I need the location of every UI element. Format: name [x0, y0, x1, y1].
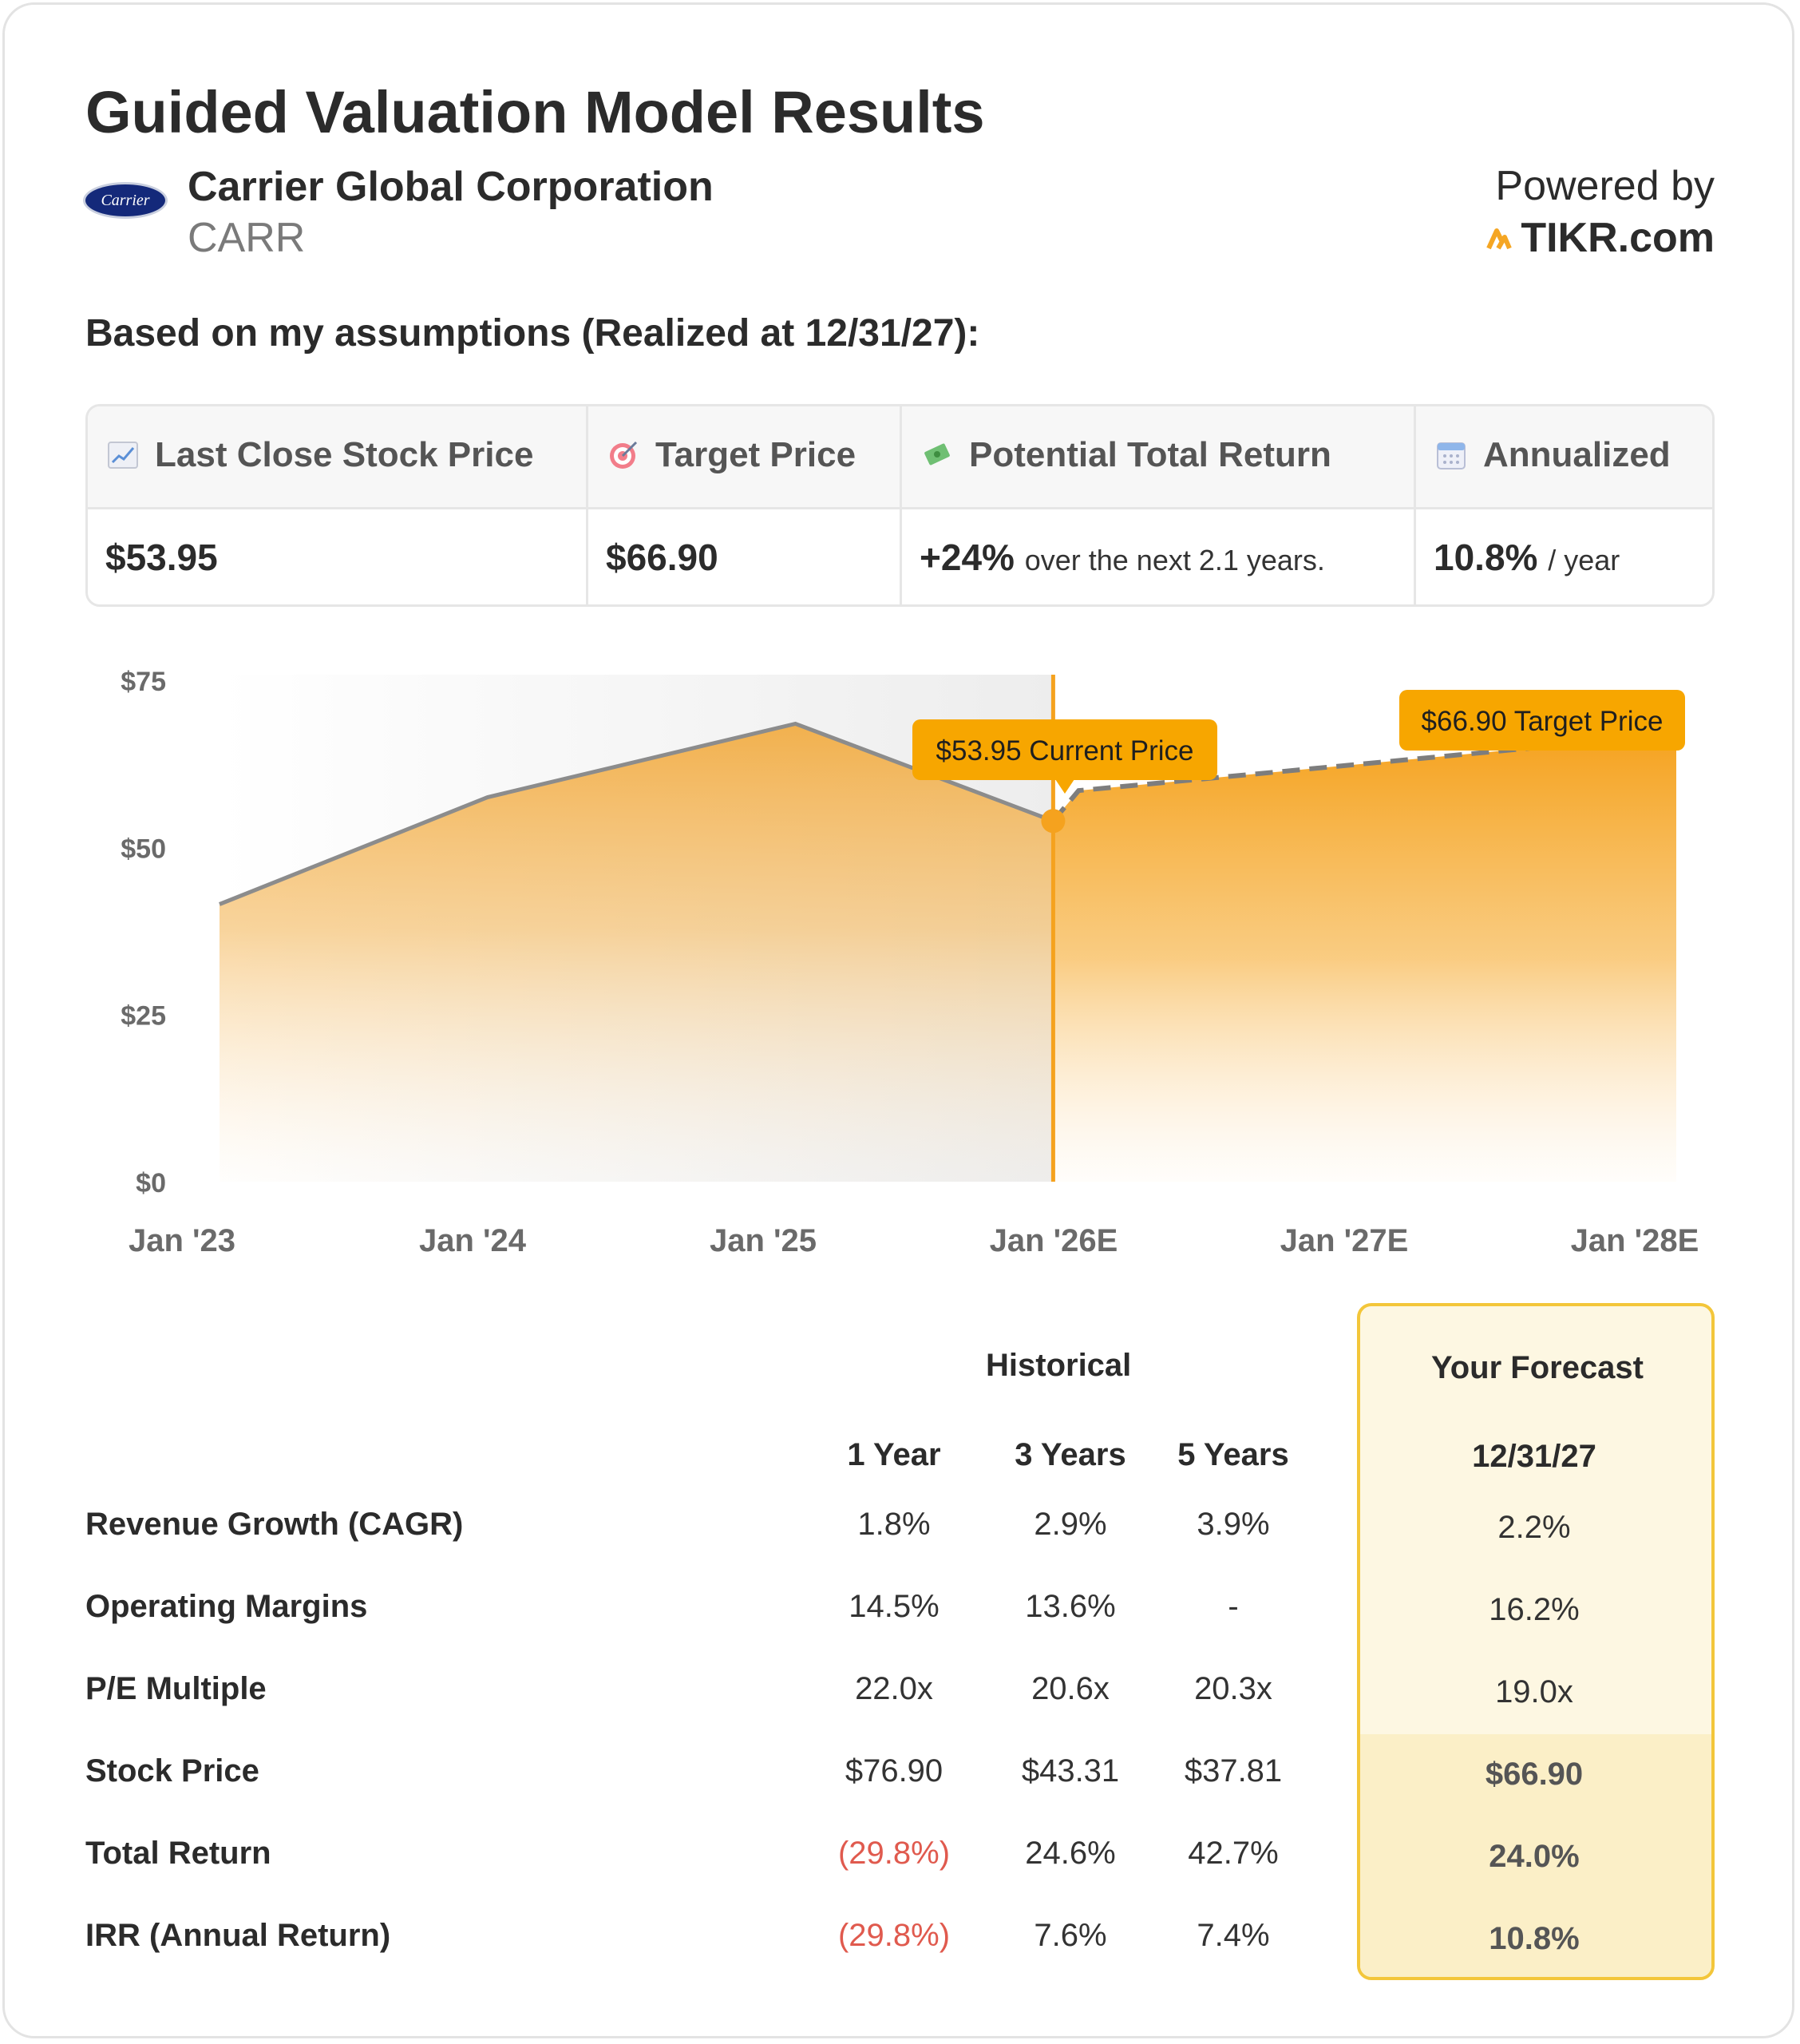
- summary-value: +24%: [920, 537, 1015, 578]
- row-label: P/E Multiple: [85, 1671, 267, 1706]
- annualized-value: 10.8% / year: [1434, 536, 1620, 579]
- summary-label: Target Price: [655, 435, 856, 474]
- table-cell: 1.8%: [857, 1507, 931, 1542]
- forecast-line: [1051, 731, 1677, 823]
- row-label: Operating Margins: [85, 1589, 368, 1624]
- x-tick-label: Jan '24: [419, 1223, 527, 1258]
- price-chart: $75 $50 $25 $0 Jan '23 Jan '24 Jan '25 Jan '26E…: [121, 667, 1699, 1258]
- company-logo: Carrier: [83, 182, 168, 219]
- forecast-cell: 10.8%: [1489, 1921, 1580, 1956]
- summary-header-last-close: Last Close Stock Price: [107, 435, 533, 475]
- company-name: Carrier Global Corporation: [188, 164, 714, 210]
- tikr-logo-icon: [1486, 228, 1513, 250]
- summary-value: 10.8%: [1434, 537, 1538, 578]
- table-cell: 13.6%: [1025, 1589, 1116, 1624]
- historical-heading: Historical: [986, 1348, 1132, 1383]
- summary-suffix: over the next 2.1 years.: [1024, 544, 1325, 576]
- table-cell: $76.90: [845, 1753, 944, 1788]
- target-icon: [610, 441, 638, 469]
- table-cell: $43.31: [1021, 1753, 1120, 1788]
- table-cell: 3.9%: [1197, 1507, 1270, 1542]
- forecast-cell: 19.0x: [1495, 1674, 1573, 1709]
- summary-value: $53.95: [105, 537, 218, 578]
- current-price-dot: [1041, 809, 1066, 834]
- historical-area: [220, 723, 1054, 1182]
- summary-col-last-close: Last Close Stock Price $53.95: [88, 406, 588, 604]
- table-cell: $37.81: [1184, 1753, 1283, 1788]
- x-tick-label: Jan '23: [129, 1223, 235, 1258]
- forecast-cell: 24.0%: [1489, 1839, 1580, 1874]
- page-title: Guided Valuation Model Results: [85, 79, 985, 145]
- tikr-brand-link[interactable]: TIKR.com: [1485, 214, 1715, 262]
- table-cell: 22.0x: [855, 1671, 933, 1706]
- table-cell: (29.8%): [837, 1836, 951, 1871]
- forecast-area: [1053, 734, 1676, 1182]
- forecast-cell: $66.90: [1485, 1757, 1584, 1792]
- table-cell: 2.9%: [1034, 1507, 1107, 1542]
- y-tick-label: $25: [121, 1001, 166, 1032]
- powered-by-label: Powered by: [1495, 163, 1715, 209]
- table-cell: (29.8%): [837, 1918, 951, 1953]
- summary-label: Last Close Stock Price: [155, 435, 534, 474]
- current-price-label-pointer: [1055, 779, 1074, 794]
- target-price-label-box: [1399, 690, 1685, 751]
- brand-name: TIKR.com: [1521, 215, 1715, 261]
- forecast-panel: [1357, 1303, 1715, 1980]
- x-tick-label: Jan '25: [710, 1223, 817, 1258]
- current-price-label-text: $53.95 Current Price: [936, 735, 1194, 766]
- row-label: IRR (Annual Return): [85, 1918, 391, 1953]
- table-cell: 20.6x: [1031, 1671, 1110, 1706]
- forecast-cell: 2.2%: [1497, 1510, 1571, 1545]
- summary-label: Annualized: [1483, 435, 1671, 474]
- logo-text: Carrier: [101, 191, 150, 209]
- column-header: 5 Years: [1177, 1437, 1289, 1472]
- row-label: Total Return: [85, 1836, 271, 1871]
- summary-col-target: Target Price $66.90: [588, 406, 902, 604]
- summary-col-total-return: Potential Total Return +24% over the nex…: [902, 406, 1416, 604]
- table-cell: 7.6%: [1034, 1918, 1107, 1953]
- summary-header-annualized: Annualized: [1435, 435, 1671, 475]
- table-cell: 14.5%: [849, 1589, 940, 1624]
- table-cell: -: [1228, 1589, 1239, 1624]
- ticker-symbol: CARR: [188, 215, 306, 261]
- y-tick-label: $75: [121, 667, 166, 697]
- table-cell: 20.3x: [1194, 1671, 1272, 1706]
- x-tick-label: Jan '27E: [1280, 1223, 1409, 1258]
- calendar-icon: [1437, 442, 1466, 469]
- y-tick-label: $0: [136, 1168, 166, 1198]
- summary-table: Last Close Stock Price $53.95 Target Pri…: [85, 404, 1715, 607]
- assumption-heading: Based on my assumptions (Realized at 12/…: [85, 312, 980, 355]
- forecast-cell: 16.2%: [1489, 1592, 1580, 1627]
- forecast-highlight-band: [1360, 1734, 1711, 1977]
- y-tick-label: $50: [121, 834, 166, 864]
- last-close-value: $53.95: [105, 536, 218, 579]
- row-label: Stock Price: [85, 1753, 259, 1788]
- summary-suffix: / year: [1548, 544, 1620, 576]
- target-price-label-text: $66.90 Target Price: [1422, 706, 1664, 737]
- summary-header-total-return: Potential Total Return: [921, 435, 1331, 475]
- money-with-wings-icon: [924, 443, 950, 465]
- summary-label: Potential Total Return: [969, 435, 1331, 474]
- table-cell: 7.4%: [1197, 1918, 1270, 1953]
- current-price-label-box: [912, 719, 1217, 780]
- x-tick-label: Jan '28E: [1571, 1223, 1699, 1258]
- target-value: $66.90: [606, 536, 718, 579]
- column-header: 3 Years: [1015, 1437, 1126, 1472]
- chart-increasing-icon: [108, 442, 138, 469]
- summary-value: $66.90: [606, 537, 718, 578]
- x-tick-label: Jan '26E: [990, 1223, 1118, 1258]
- row-label: Revenue Growth (CAGR): [85, 1507, 464, 1542]
- total-return-value: +24% over the next 2.1 years.: [920, 536, 1325, 579]
- forecast-column-header: 12/31/27: [1472, 1439, 1596, 1474]
- table-cell: 42.7%: [1188, 1836, 1279, 1871]
- column-header: 1 Year: [847, 1437, 941, 1472]
- forecast-heading: Your Forecast: [1431, 1350, 1644, 1385]
- summary-col-annualized: Annualized 10.8% / year: [1416, 406, 1712, 604]
- summary-header-target: Target Price: [607, 435, 856, 475]
- table-cell: 24.6%: [1025, 1836, 1116, 1871]
